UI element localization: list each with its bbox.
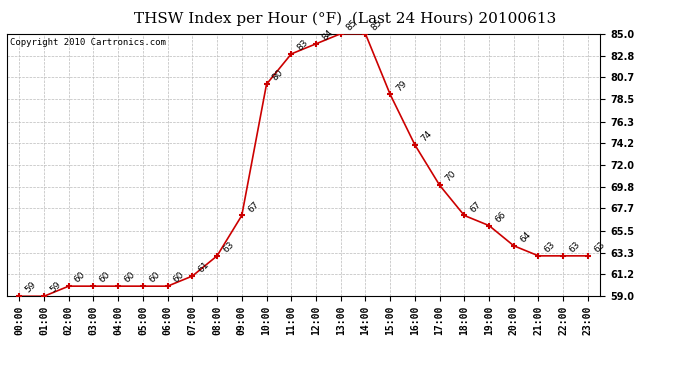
Text: 59: 59 bbox=[48, 280, 63, 295]
Text: 60: 60 bbox=[172, 270, 186, 285]
Text: 60: 60 bbox=[97, 270, 112, 285]
Text: 67: 67 bbox=[246, 200, 260, 214]
Text: 61: 61 bbox=[197, 260, 211, 274]
Text: 60: 60 bbox=[122, 270, 137, 285]
Text: 66: 66 bbox=[493, 210, 508, 224]
Text: 63: 63 bbox=[221, 240, 236, 255]
Text: 64: 64 bbox=[518, 230, 533, 244]
Text: 60: 60 bbox=[73, 270, 88, 285]
Text: 84: 84 bbox=[320, 28, 335, 42]
Text: THSW Index per Hour (°F)  (Last 24 Hours) 20100613: THSW Index per Hour (°F) (Last 24 Hours)… bbox=[134, 11, 556, 26]
Text: 85: 85 bbox=[370, 18, 384, 32]
Text: 63: 63 bbox=[542, 240, 557, 255]
Text: 80: 80 bbox=[270, 68, 285, 83]
Text: 63: 63 bbox=[567, 240, 582, 255]
Text: Copyright 2010 Cartronics.com: Copyright 2010 Cartronics.com bbox=[10, 38, 166, 47]
Text: 67: 67 bbox=[469, 200, 483, 214]
Text: 70: 70 bbox=[444, 169, 458, 184]
Text: 83: 83 bbox=[295, 38, 310, 52]
Text: 74: 74 bbox=[419, 129, 433, 143]
Text: 85: 85 bbox=[345, 18, 359, 32]
Text: 60: 60 bbox=[147, 270, 161, 285]
Text: 63: 63 bbox=[592, 240, 607, 255]
Text: 79: 79 bbox=[394, 78, 408, 93]
Text: 59: 59 bbox=[23, 280, 38, 295]
